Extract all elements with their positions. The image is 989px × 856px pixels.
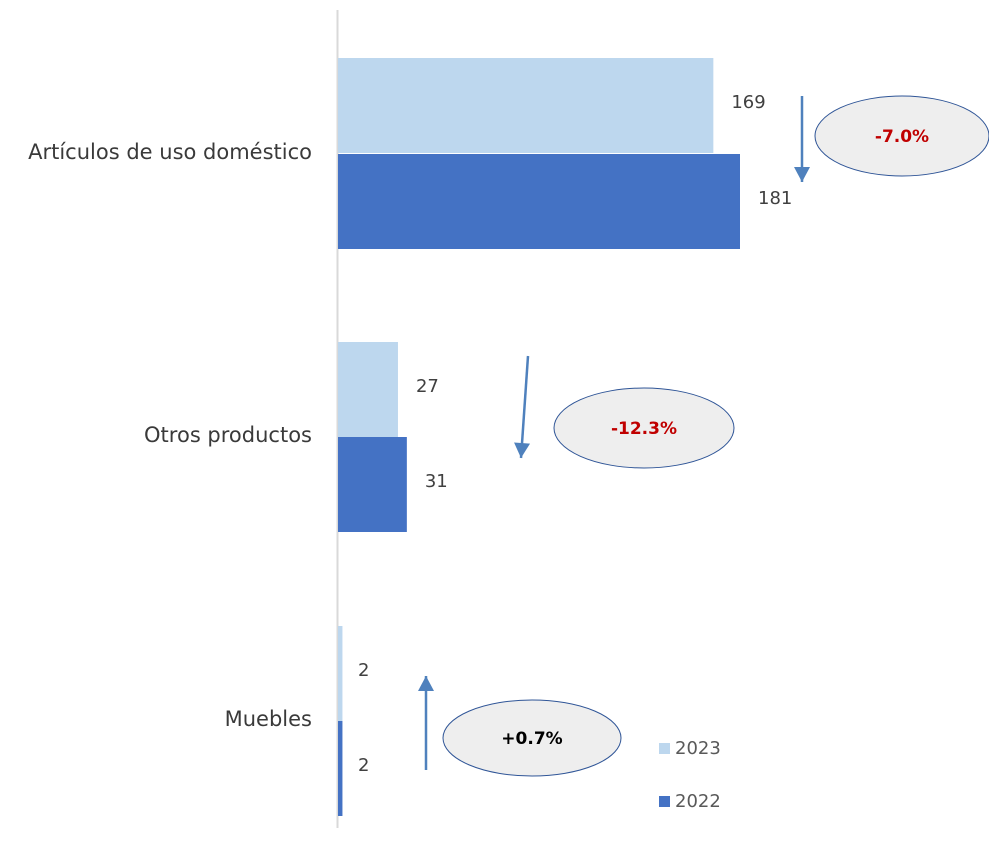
change-arrow-head-0: [794, 167, 810, 182]
change-ellipse-1: [553, 387, 735, 469]
legend-swatch-2022: [659, 796, 670, 807]
bar-2023-1: [338, 342, 398, 437]
data-label-2022-1: 31: [424, 470, 448, 492]
data-label-2022-2: 2: [358, 754, 370, 776]
legend-swatch-2023: [659, 743, 670, 754]
category-label-0: Artículos de uso doméstico: [28, 140, 312, 164]
bar-2022-1: [338, 437, 407, 532]
data-label-2023-0: 169: [731, 91, 766, 113]
bar-2022-0: [338, 154, 740, 249]
change-arrow-head-1: [514, 442, 531, 458]
change-ellipse-0: [814, 95, 989, 177]
bar-2022-2: [338, 721, 343, 816]
change-arrow-down-1: [519, 355, 530, 459]
category-label-2: Muebles: [224, 707, 312, 731]
bar-2023-0: [338, 58, 714, 153]
change-label-1: -12.3%: [611, 419, 677, 439]
change-label-0: -7.0%: [875, 127, 929, 147]
legend-label-2023: 2023: [675, 738, 721, 759]
legend-label-2022: 2022: [675, 791, 721, 812]
category-label-1: Otros productos: [144, 423, 312, 447]
change-ellipse-2: [442, 699, 622, 777]
bar-2023-2: [338, 626, 343, 721]
change-label-2: +0.7%: [501, 729, 562, 749]
legend-item-2023: 2023: [659, 738, 721, 759]
data-label-2023-1: 27: [415, 375, 439, 397]
legend-item-2022: 2022: [659, 791, 721, 812]
data-label-2023-2: 2: [358, 659, 370, 681]
data-label-2022-0: 181: [758, 187, 793, 209]
change-arrow-head-2: [418, 676, 434, 691]
